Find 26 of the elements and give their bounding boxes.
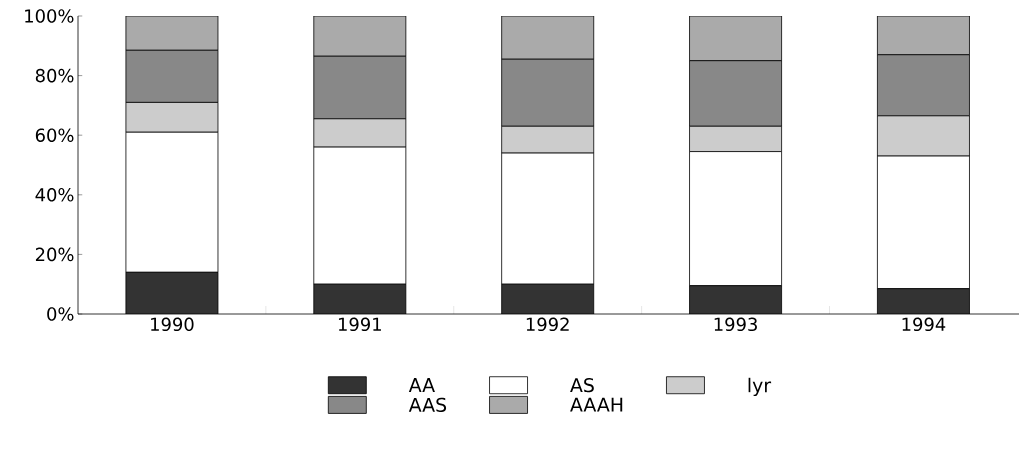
y-tick-label: 60% <box>35 128 74 142</box>
bar <box>501 284 594 314</box>
y-tick-label: 80% <box>35 68 74 83</box>
bar <box>313 284 406 314</box>
legend-label: lyr <box>748 377 772 397</box>
y-tick-label: 0% <box>47 307 74 321</box>
bar <box>689 16 782 62</box>
legend-label: AA <box>408 378 435 392</box>
bar <box>125 272 218 314</box>
bar <box>689 285 782 314</box>
bar <box>877 16 970 56</box>
legend-label: AAAH <box>570 397 623 412</box>
y-tick-label: 40% <box>35 188 74 202</box>
x-tick-label: 1991 <box>338 317 381 332</box>
legend-label: AAS <box>408 397 447 412</box>
legend-label: AS <box>570 377 594 393</box>
bar <box>501 16 595 60</box>
bar <box>877 288 970 314</box>
bar <box>125 16 219 51</box>
y-tick-label: 100% <box>25 9 74 23</box>
bar <box>313 16 407 57</box>
y-tick-label: 20% <box>35 247 74 262</box>
x-tick-label: 1992 <box>526 317 569 332</box>
x-tick-label: 1993 <box>714 317 757 332</box>
x-tick-label: 1990 <box>151 317 194 332</box>
x-tick-label: 1994 <box>902 317 946 332</box>
